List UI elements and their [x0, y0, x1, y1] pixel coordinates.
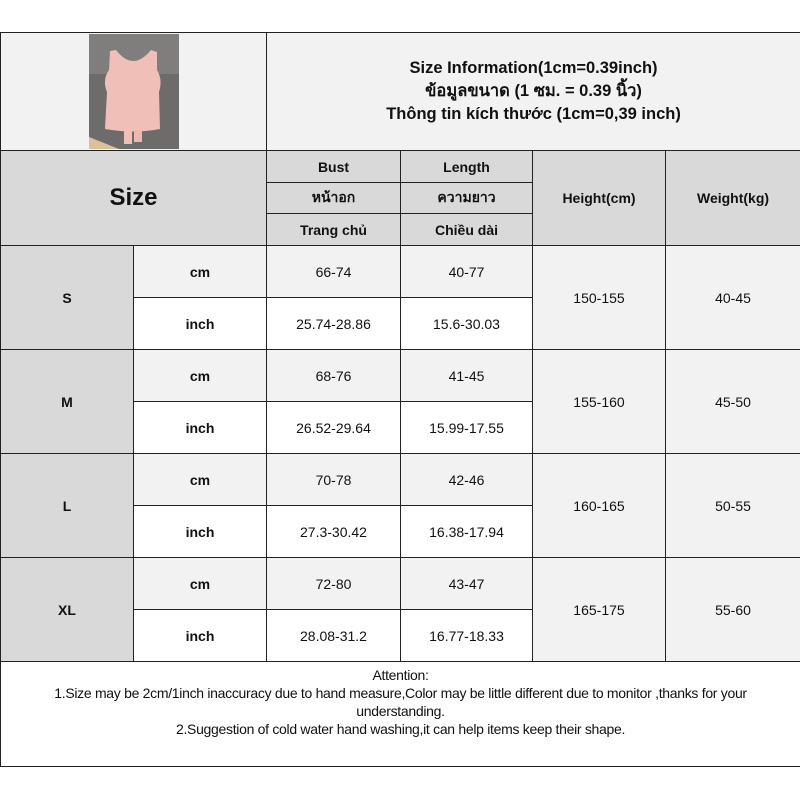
- size-row-inch: inch 26.52-29.64 15.99-17.55: [1, 401, 800, 454]
- length-inch: 15.99-17.55: [400, 401, 533, 454]
- length-inch: 15.6-30.03: [400, 297, 533, 350]
- unit-inch: inch: [133, 401, 267, 454]
- unit-cm: cm: [133, 349, 267, 402]
- attention-title: Attention:: [372, 667, 429, 683]
- title-english: Size Information(1cm=0.39inch): [409, 59, 658, 77]
- bust-header-thai: หน้าอก: [266, 182, 401, 214]
- size-row-inch: inch 28.08-31.2 16.77-18.33: [1, 609, 800, 662]
- unit-inch: inch: [133, 505, 267, 558]
- unit-inch: inch: [133, 297, 267, 350]
- size-row-cm: S cm 66-74 40-77 150-155 40-45: [0, 245, 800, 350]
- attention-line-2: 2.Suggestion of cold water hand washing,…: [175, 721, 626, 737]
- weight-value: 40-45: [664, 245, 800, 350]
- unit-cm: cm: [133, 453, 267, 506]
- attention-line-1: 1.Size may be 2cm/1inch inaccuracy due t…: [54, 685, 747, 719]
- bust-inch: 25.74-28.86: [266, 297, 401, 350]
- bust-cm: 68-76: [266, 349, 401, 402]
- unit-cm: cm: [133, 245, 267, 298]
- size-row-cm: L cm 70-78 42-46 160-165 50-55: [0, 453, 800, 558]
- size-row-cm: M cm 68-76 41-45 155-160 45-50: [0, 349, 800, 454]
- length-cm: 40-77: [400, 245, 533, 298]
- bust-inch: 26.52-29.64: [266, 401, 401, 454]
- size-row-inch: inch 25.74-28.86 15.6-30.03: [1, 297, 800, 350]
- length-cm: 43-47: [400, 557, 533, 610]
- product-image-cell: [0, 32, 267, 151]
- size-header: Size: [0, 150, 267, 246]
- length-cm: 42-46: [400, 453, 533, 506]
- bust-header-vietnamese: Trang chủ: [266, 213, 401, 246]
- size-row-inch: inch 27.3-30.42 16.38-17.94: [1, 505, 800, 558]
- unit-cm: cm: [133, 557, 267, 610]
- weight-value: 50-55: [664, 453, 800, 558]
- length-cm: 41-45: [400, 349, 533, 402]
- attention-note: Attention: 1.Size may be 2cm/1inch inacc…: [0, 661, 800, 767]
- height-value: 150-155: [532, 245, 666, 350]
- weight-header: Weight(kg): [664, 150, 800, 246]
- size-label: M: [0, 349, 134, 454]
- height-value: 160-165: [532, 453, 666, 558]
- size-label: L: [0, 453, 134, 558]
- bust-cm: 72-80: [266, 557, 401, 610]
- height-value: 165-175: [532, 557, 666, 662]
- size-label: XL: [0, 557, 134, 662]
- product-photo-pink-tank-top: [88, 34, 179, 149]
- height-value: 155-160: [532, 349, 666, 454]
- height-header: Height(cm): [532, 150, 666, 246]
- size-chart-table: Size Information(1cm=0.39inch) ข้อมูลขนา…: [0, 32, 800, 767]
- length-header-vietnamese: Chiều dài: [400, 213, 533, 246]
- length-header-thai: ความยาว: [400, 182, 533, 214]
- bust-cm: 66-74: [266, 245, 401, 298]
- size-information-title: Size Information(1cm=0.39inch) ข้อมูลขนา…: [265, 32, 800, 151]
- bust-inch: 27.3-30.42: [266, 505, 401, 558]
- bust-inch: 28.08-31.2: [266, 609, 401, 662]
- size-label: S: [0, 245, 134, 350]
- weight-value: 45-50: [664, 349, 800, 454]
- title-thai: ข้อมูลขนาด (1 ซม. = 0.39 นิ้ว): [425, 82, 642, 100]
- size-row-cm: XL cm 72-80 43-47 165-175 55-60: [0, 557, 800, 662]
- title-vietnamese: Thông tin kích thước (1cm=0,39 inch): [386, 105, 681, 123]
- unit-inch: inch: [133, 609, 267, 662]
- bust-cm: 70-78: [266, 453, 401, 506]
- bust-header: Bust: [266, 150, 401, 183]
- weight-value: 55-60: [664, 557, 800, 662]
- length-inch: 16.38-17.94: [400, 505, 533, 558]
- length-inch: 16.77-18.33: [400, 609, 533, 662]
- length-header: Length: [400, 150, 533, 183]
